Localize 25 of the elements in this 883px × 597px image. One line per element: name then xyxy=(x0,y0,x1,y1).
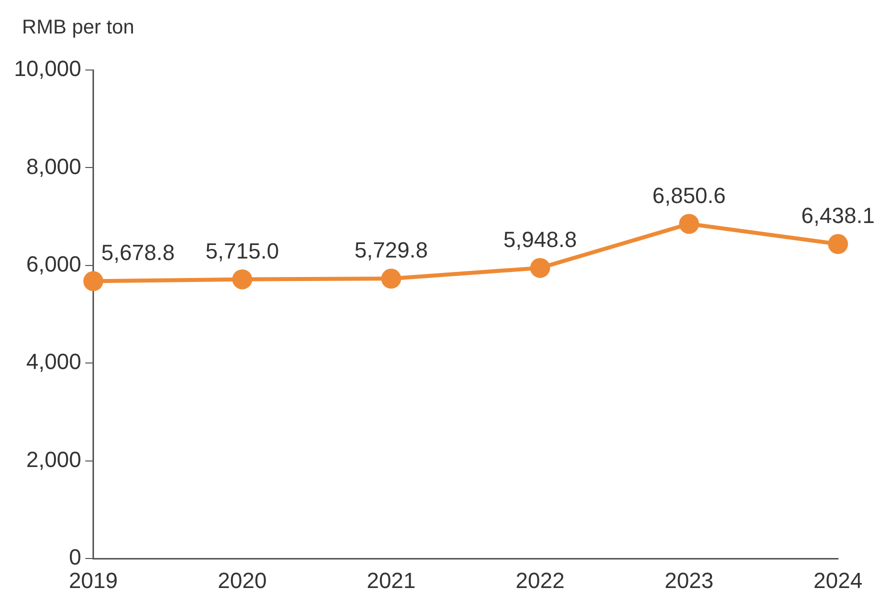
point xyxy=(828,234,848,254)
y-axis-title: RMB per ton xyxy=(22,16,134,39)
point xyxy=(83,271,104,292)
data-label: 5,729.8 xyxy=(354,238,428,263)
x-tick-label: 2022 xyxy=(516,568,565,593)
data-label: 5,715.0 xyxy=(206,238,279,264)
x-tick-label: 2019 xyxy=(68,568,118,593)
point xyxy=(381,268,402,289)
data-label: 6,438.1 xyxy=(801,203,875,228)
x-tick-label: 2020 xyxy=(218,568,267,593)
y-tick-label: 6,000 xyxy=(26,252,82,277)
data-label: 5,948.8 xyxy=(503,227,577,252)
y-tick-label: 8,000 xyxy=(26,154,82,179)
y-tick-label: 10,000 xyxy=(14,56,82,82)
point xyxy=(232,269,252,290)
y-tick-label: 0 xyxy=(69,544,82,570)
y-tick-label: 2,000 xyxy=(26,446,82,472)
data-label: 5,678.8 xyxy=(101,240,175,266)
y-tick-label: 4,000 xyxy=(26,349,82,374)
point xyxy=(530,258,550,278)
data-label: 6,850.6 xyxy=(652,182,726,208)
x-tick-label: 2024 xyxy=(814,568,862,593)
x-tick-label: 2023 xyxy=(664,568,714,593)
x-tick-label: 2021 xyxy=(366,568,416,593)
point xyxy=(679,214,700,234)
